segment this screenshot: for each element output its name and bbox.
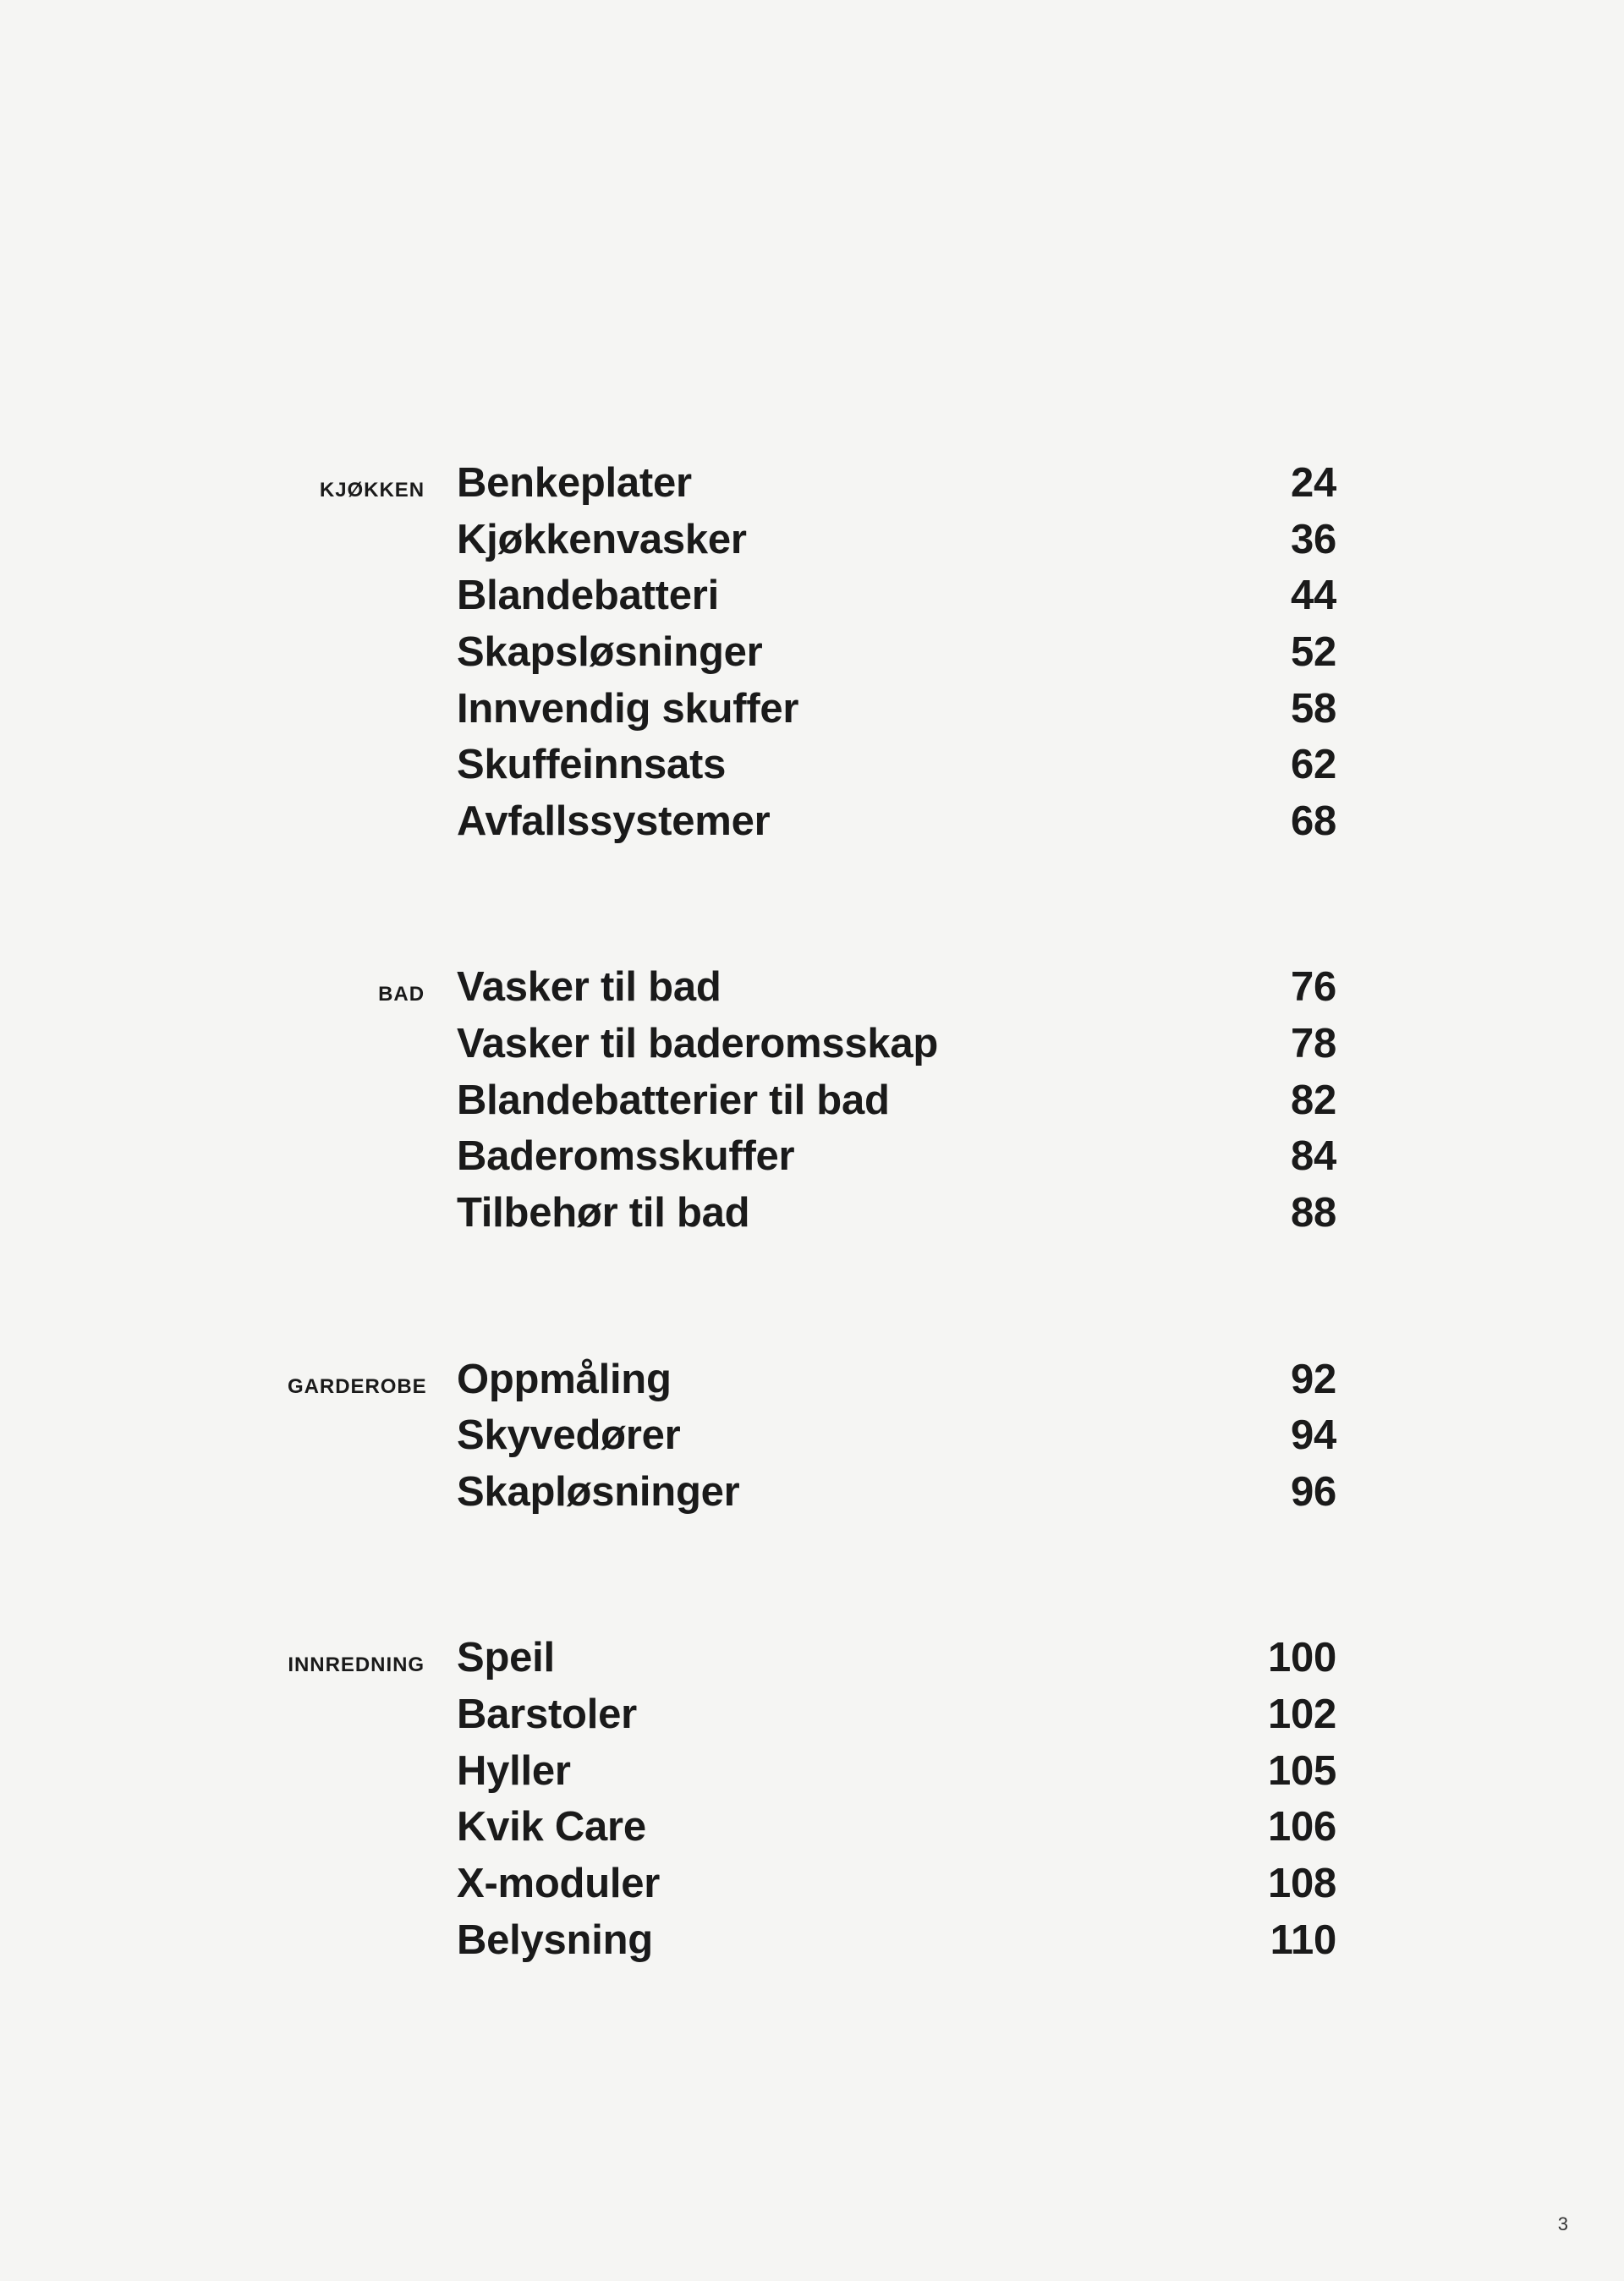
toc-item-title: Blandebatteri: [457, 568, 1235, 624]
toc-item-page: 105: [1235, 1743, 1336, 1800]
toc-item-page: 102: [1235, 1686, 1336, 1743]
toc-section-garderobe: GARDEROBE Oppmåling 92 Skyvedører 94 Ska…: [288, 1352, 1336, 1521]
toc-item-title: Vasker til bad: [457, 959, 1235, 1016]
toc-item-page: 36: [1235, 512, 1336, 568]
toc-item-title: Vasker til baderomsskap: [457, 1016, 1235, 1072]
toc-item-page: 44: [1235, 568, 1336, 624]
toc-row: Vasker til baderomsskap 78: [288, 1016, 1336, 1072]
toc-item-title: Skyvedører: [457, 1407, 1235, 1464]
toc-row: Belysning 110: [288, 1912, 1336, 1969]
toc-item-title: Skapløsninger: [457, 1464, 1235, 1521]
toc-item-title: Benkeplater: [457, 455, 1235, 512]
toc-item-page: 62: [1235, 737, 1336, 793]
toc-item-title: Skuffeinnsats: [457, 737, 1235, 793]
toc-item-page: 68: [1235, 793, 1336, 850]
toc-item-page: 82: [1235, 1072, 1336, 1129]
toc-category-label: INNREDNING: [288, 1652, 457, 1680]
toc-item-title: Kjøkkenvasker: [457, 512, 1235, 568]
toc-row: Skapløsninger 96: [288, 1464, 1336, 1521]
toc-row: Kvik Care 106: [288, 1799, 1336, 1856]
toc-row: Tilbehør til bad 88: [288, 1185, 1336, 1242]
toc-row: INNREDNING Speil 100: [288, 1630, 1336, 1686]
toc-item-page: 88: [1235, 1185, 1336, 1242]
toc-row: Avfallssystemer 68: [288, 793, 1336, 850]
toc-section-kjokken: KJØKKEN Benkeplater 24 Kjøkkenvasker 36 …: [288, 455, 1336, 849]
toc-item-title: Oppmåling: [457, 1352, 1235, 1408]
toc-item-title: X-moduler: [457, 1856, 1235, 1912]
toc-item-page: 52: [1235, 624, 1336, 681]
toc-row: Skapsløsninger 52: [288, 624, 1336, 681]
toc-category-label: BAD: [288, 981, 457, 1009]
toc-item-page: 100: [1235, 1630, 1336, 1686]
table-of-contents: KJØKKEN Benkeplater 24 Kjøkkenvasker 36 …: [288, 455, 1336, 1968]
toc-section-bad: BAD Vasker til bad 76 Vasker til baderom…: [288, 959, 1336, 1241]
toc-item-page: 94: [1235, 1407, 1336, 1464]
toc-item-title: Blandebatterier til bad: [457, 1072, 1235, 1129]
toc-item-page: 58: [1235, 681, 1336, 737]
page-number: 3: [1558, 2213, 1568, 2235]
toc-row: Blandebatteri 44: [288, 568, 1336, 624]
toc-item-title: Barstoler: [457, 1686, 1235, 1743]
toc-row: Blandebatterier til bad 82: [288, 1072, 1336, 1129]
toc-row: X-moduler 108: [288, 1856, 1336, 1912]
toc-category-label: KJØKKEN: [288, 477, 457, 505]
toc-item-title: Hyller: [457, 1743, 1235, 1800]
toc-item-title: Kvik Care: [457, 1799, 1235, 1856]
toc-row: Hyller 105: [288, 1743, 1336, 1800]
toc-row: GARDEROBE Oppmåling 92: [288, 1352, 1336, 1408]
toc-row: Barstoler 102: [288, 1686, 1336, 1743]
toc-category-label: GARDEROBE: [288, 1374, 457, 1401]
toc-item-page: 76: [1235, 959, 1336, 1016]
toc-item-title: Innvendig skuffer: [457, 681, 1235, 737]
toc-item-page: 92: [1235, 1352, 1336, 1408]
toc-item-title: Baderomsskuffer: [457, 1128, 1235, 1185]
toc-item-page: 96: [1235, 1464, 1336, 1521]
toc-row: Baderomsskuffer 84: [288, 1128, 1336, 1185]
toc-item-page: 78: [1235, 1016, 1336, 1072]
toc-item-title: Skapsløsninger: [457, 624, 1235, 681]
toc-row: Kjøkkenvasker 36: [288, 512, 1336, 568]
toc-row: Skuffeinnsats 62: [288, 737, 1336, 793]
toc-row: Innvendig skuffer 58: [288, 681, 1336, 737]
toc-item-page: 24: [1235, 455, 1336, 512]
toc-row: Skyvedører 94: [288, 1407, 1336, 1464]
toc-item-title: Speil: [457, 1630, 1235, 1686]
toc-item-page: 84: [1235, 1128, 1336, 1185]
toc-row: BAD Vasker til bad 76: [288, 959, 1336, 1016]
toc-item-page: 108: [1235, 1856, 1336, 1912]
toc-item-page: 106: [1235, 1799, 1336, 1856]
toc-item-title: Tilbehør til bad: [457, 1185, 1235, 1242]
toc-section-innredning: INNREDNING Speil 100 Barstoler 102 Hylle…: [288, 1630, 1336, 1968]
toc-item-title: Belysning: [457, 1912, 1235, 1969]
toc-row: KJØKKEN Benkeplater 24: [288, 455, 1336, 512]
toc-item-page: 110: [1235, 1912, 1336, 1969]
toc-item-title: Avfallssystemer: [457, 793, 1235, 850]
